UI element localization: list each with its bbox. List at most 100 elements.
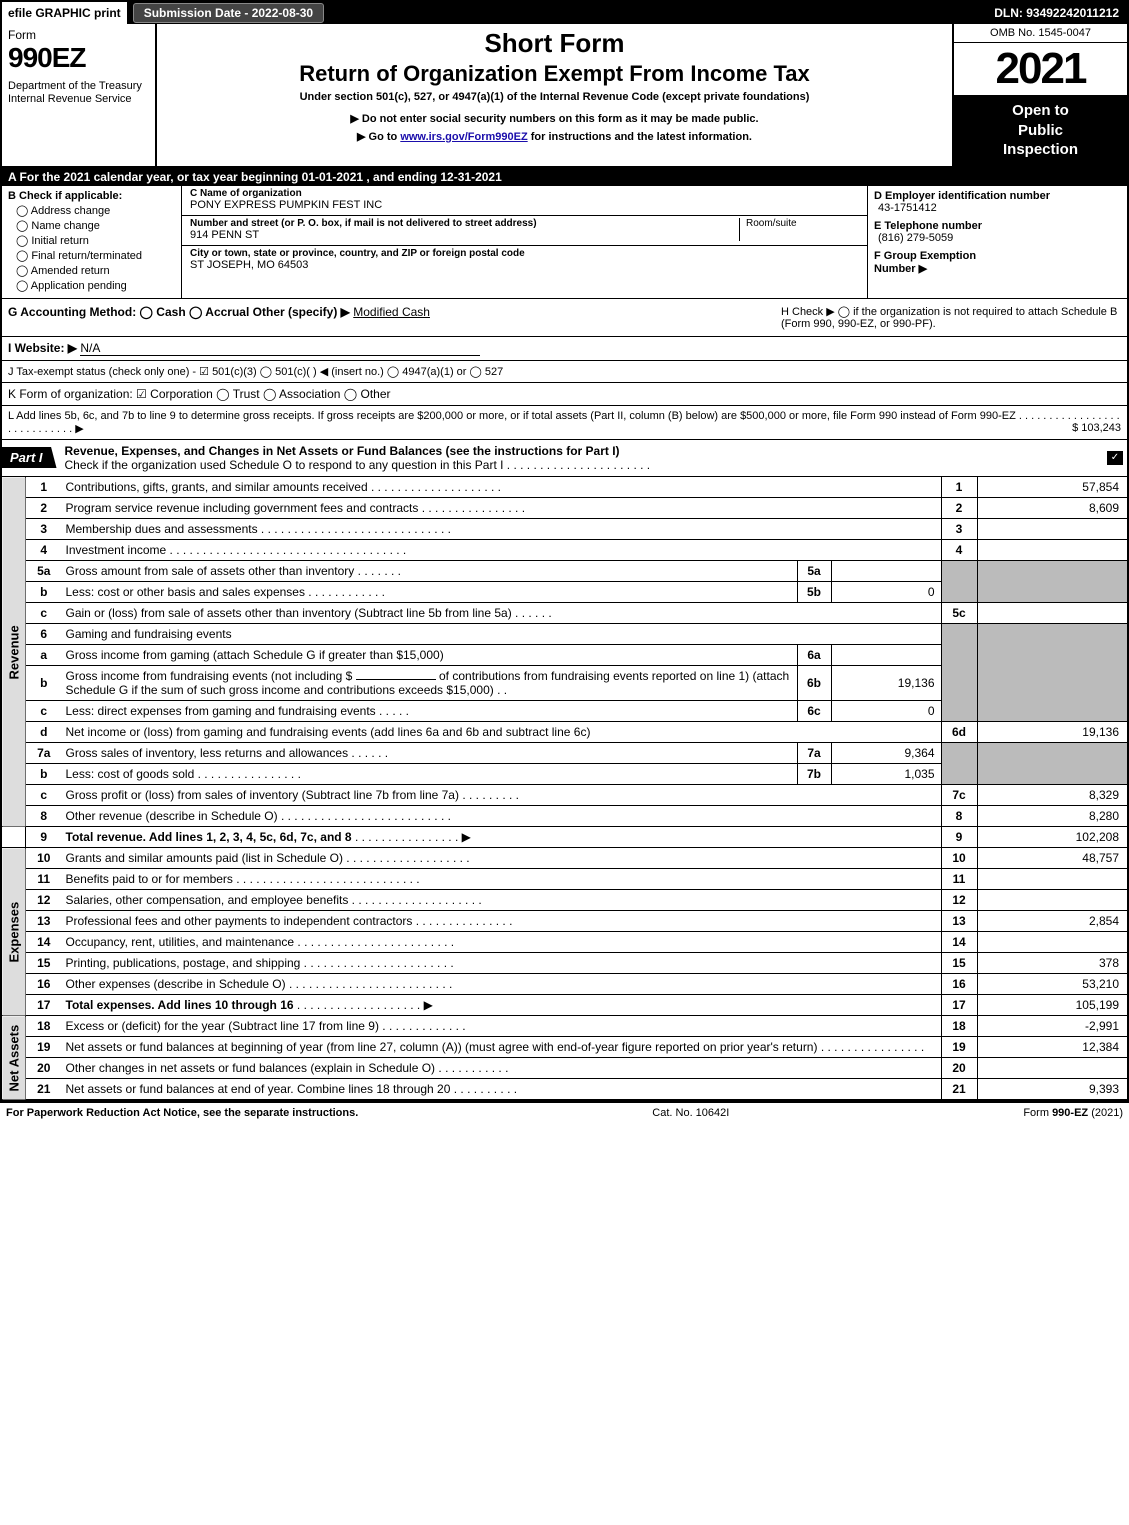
l5c-num: c bbox=[26, 602, 62, 623]
l6c-midval: 0 bbox=[831, 700, 941, 721]
l7b-desc: Less: cost of goods sold bbox=[66, 767, 195, 781]
chk-initial-return[interactable]: ◯ Initial return bbox=[16, 234, 175, 247]
l4-val bbox=[977, 539, 1127, 560]
chk-amended-return[interactable]: ◯ Amended return bbox=[16, 264, 175, 277]
l6d-desc: Net income or (loss) from gaming and fun… bbox=[62, 721, 942, 742]
l9-desc: Total revenue. Add lines 1, 2, 3, 4, 5c,… bbox=[66, 830, 352, 844]
line-8: 8 Other revenue (describe in Schedule O)… bbox=[2, 805, 1127, 826]
l6-colval-grey bbox=[977, 623, 1127, 721]
l9-colnum: 9 bbox=[941, 826, 977, 847]
l16-desc: Other expenses (describe in Schedule O) bbox=[66, 977, 286, 991]
efile-topbar: efile GRAPHIC print Submission Date - 20… bbox=[2, 2, 1127, 24]
form-header: Form 990EZ Department of the Treasury In… bbox=[2, 24, 1127, 168]
l21-desc: Net assets or fund balances at end of ye… bbox=[66, 1082, 451, 1096]
l12-val bbox=[977, 889, 1127, 910]
form-number: 990EZ bbox=[8, 42, 149, 74]
short-form-title: Short Form bbox=[165, 28, 944, 59]
l3-desc: Membership dues and assessments bbox=[66, 522, 258, 536]
org-city: ST JOSEPH, MO 64503 bbox=[190, 259, 859, 271]
l16-colnum: 16 bbox=[941, 973, 977, 994]
addr-label: Number and street (or P. O. box, if mail… bbox=[190, 218, 739, 229]
department-label: Department of the Treasury Internal Reve… bbox=[8, 80, 149, 106]
l12-colnum: 12 bbox=[941, 889, 977, 910]
l20-desc: Other changes in net assets or fund bala… bbox=[66, 1061, 436, 1075]
l4-desc: Investment income bbox=[66, 543, 167, 557]
submission-date-button[interactable]: Submission Date - 2022-08-30 bbox=[133, 3, 324, 23]
l6b-midval: 19,136 bbox=[831, 665, 941, 700]
expenses-table: Expenses 10 Grants and similar amounts p… bbox=[2, 848, 1127, 1016]
ein-label: D Employer identification number bbox=[874, 190, 1121, 202]
l5ab-colnum-grey bbox=[941, 560, 977, 602]
line-5c: c Gain or (loss) from sale of assets oth… bbox=[2, 602, 1127, 623]
line-9: 9 Total revenue. Add lines 1, 2, 3, 4, 5… bbox=[2, 826, 1127, 847]
row-l-amount: $ 103,243 bbox=[1072, 422, 1121, 434]
org-address-row: Number and street (or P. O. box, if mail… bbox=[182, 216, 867, 246]
l13-colnum: 13 bbox=[941, 910, 977, 931]
chk-name-change[interactable]: ◯ Name change bbox=[16, 219, 175, 232]
efile-graphic-print: efile GRAPHIC print bbox=[2, 2, 129, 24]
l7c-num: c bbox=[26, 784, 62, 805]
chk-final-return[interactable]: ◯ Final return/terminated bbox=[16, 249, 175, 262]
row-k-form-org: K Form of organization: ☑ Corporation ◯ … bbox=[2, 383, 1127, 406]
l5b-desc: Less: cost or other basis and sales expe… bbox=[66, 585, 305, 599]
l11-num: 11 bbox=[26, 868, 62, 889]
l1-num: 1 bbox=[26, 477, 62, 498]
ein-block: D Employer identification number 43-1751… bbox=[874, 190, 1121, 214]
l20-colnum: 20 bbox=[941, 1057, 977, 1078]
l7ab-colnum-grey bbox=[941, 742, 977, 784]
l9-val: 102,208 bbox=[977, 826, 1127, 847]
ein-value: 43-1751412 bbox=[874, 202, 1121, 214]
netassets-vertical-label: Net Assets bbox=[2, 1016, 26, 1100]
col-b-check-applicable: B Check if applicable: ◯ Address change … bbox=[2, 186, 182, 298]
l11-val bbox=[977, 868, 1127, 889]
goto-prefix: ▶ Go to bbox=[357, 131, 400, 143]
l5b-midnum: 5b bbox=[797, 581, 831, 602]
header-center: Short Form Return of Organization Exempt… bbox=[157, 24, 952, 166]
footer-left: For Paperwork Reduction Act Notice, see … bbox=[6, 1107, 358, 1119]
line-19: 19 Net assets or fund balances at beginn… bbox=[2, 1036, 1127, 1057]
l21-num: 21 bbox=[26, 1078, 62, 1099]
row-l-gross-receipts: L Add lines 5b, 6c, and 7b to line 9 to … bbox=[2, 406, 1127, 440]
l10-num: 10 bbox=[26, 848, 62, 869]
omb-number: OMB No. 1545-0047 bbox=[954, 24, 1127, 43]
l7a-midnum: 7a bbox=[797, 742, 831, 763]
l2-num: 2 bbox=[26, 497, 62, 518]
footer-mid: Cat. No. 10642I bbox=[652, 1107, 729, 1119]
g-label: G Accounting Method: ◯ Cash ◯ Accrual Ot… bbox=[8, 305, 350, 319]
l7b-num: b bbox=[26, 763, 62, 784]
l20-num: 20 bbox=[26, 1057, 62, 1078]
l13-val: 2,854 bbox=[977, 910, 1127, 931]
l9-num: 9 bbox=[26, 826, 62, 847]
return-title: Return of Organization Exempt From Incom… bbox=[165, 61, 944, 87]
org-address: 914 PENN ST bbox=[190, 229, 739, 241]
part-i-schedule-o-check[interactable]: ✓ bbox=[1107, 451, 1123, 465]
l8-desc: Other revenue (describe in Schedule O) bbox=[66, 809, 278, 823]
l6b-midnum: 6b bbox=[797, 665, 831, 700]
tel-block: E Telephone number (816) 279-5059 bbox=[874, 220, 1121, 244]
l3-num: 3 bbox=[26, 518, 62, 539]
l6a-desc: Gross income from gaming (attach Schedul… bbox=[62, 644, 798, 665]
g-accounting-method: G Accounting Method: ◯ Cash ◯ Accrual Ot… bbox=[8, 305, 781, 330]
header-instructions: ▶ Do not enter social security numbers o… bbox=[165, 111, 944, 146]
line-18: Net Assets 18 Excess or (deficit) for th… bbox=[2, 1016, 1127, 1037]
line-6d: d Net income or (loss) from gaming and f… bbox=[2, 721, 1127, 742]
l12-desc: Salaries, other compensation, and employ… bbox=[66, 893, 349, 907]
chk-application-pending[interactable]: ◯ Application pending bbox=[16, 279, 175, 292]
org-name-row: C Name of organization PONY EXPRESS PUMP… bbox=[182, 186, 867, 216]
line-17: 17 Total expenses. Add lines 10 through … bbox=[2, 994, 1127, 1015]
irs-link[interactable]: www.irs.gov/Form990EZ bbox=[400, 131, 527, 143]
no-ssn-line: ▶ Do not enter social security numbers o… bbox=[165, 111, 944, 129]
chk-address-change[interactable]: ◯ Address change bbox=[16, 204, 175, 217]
line-2: 2 Program service revenue including gove… bbox=[2, 497, 1127, 518]
l5ab-colval-grey bbox=[977, 560, 1127, 602]
l7a-desc: Gross sales of inventory, less returns a… bbox=[66, 746, 349, 760]
l6-num: 6 bbox=[26, 623, 62, 644]
topbar-spacer bbox=[328, 2, 986, 24]
row-g-h: G Accounting Method: ◯ Cash ◯ Accrual Ot… bbox=[2, 299, 1127, 337]
page-footer: For Paperwork Reduction Act Notice, see … bbox=[0, 1102, 1129, 1123]
l4-colnum: 4 bbox=[941, 539, 977, 560]
l17-num: 17 bbox=[26, 994, 62, 1015]
l18-val: -2,991 bbox=[977, 1016, 1127, 1037]
l6-desc: Gaming and fundraising events bbox=[62, 623, 942, 644]
l14-colnum: 14 bbox=[941, 931, 977, 952]
